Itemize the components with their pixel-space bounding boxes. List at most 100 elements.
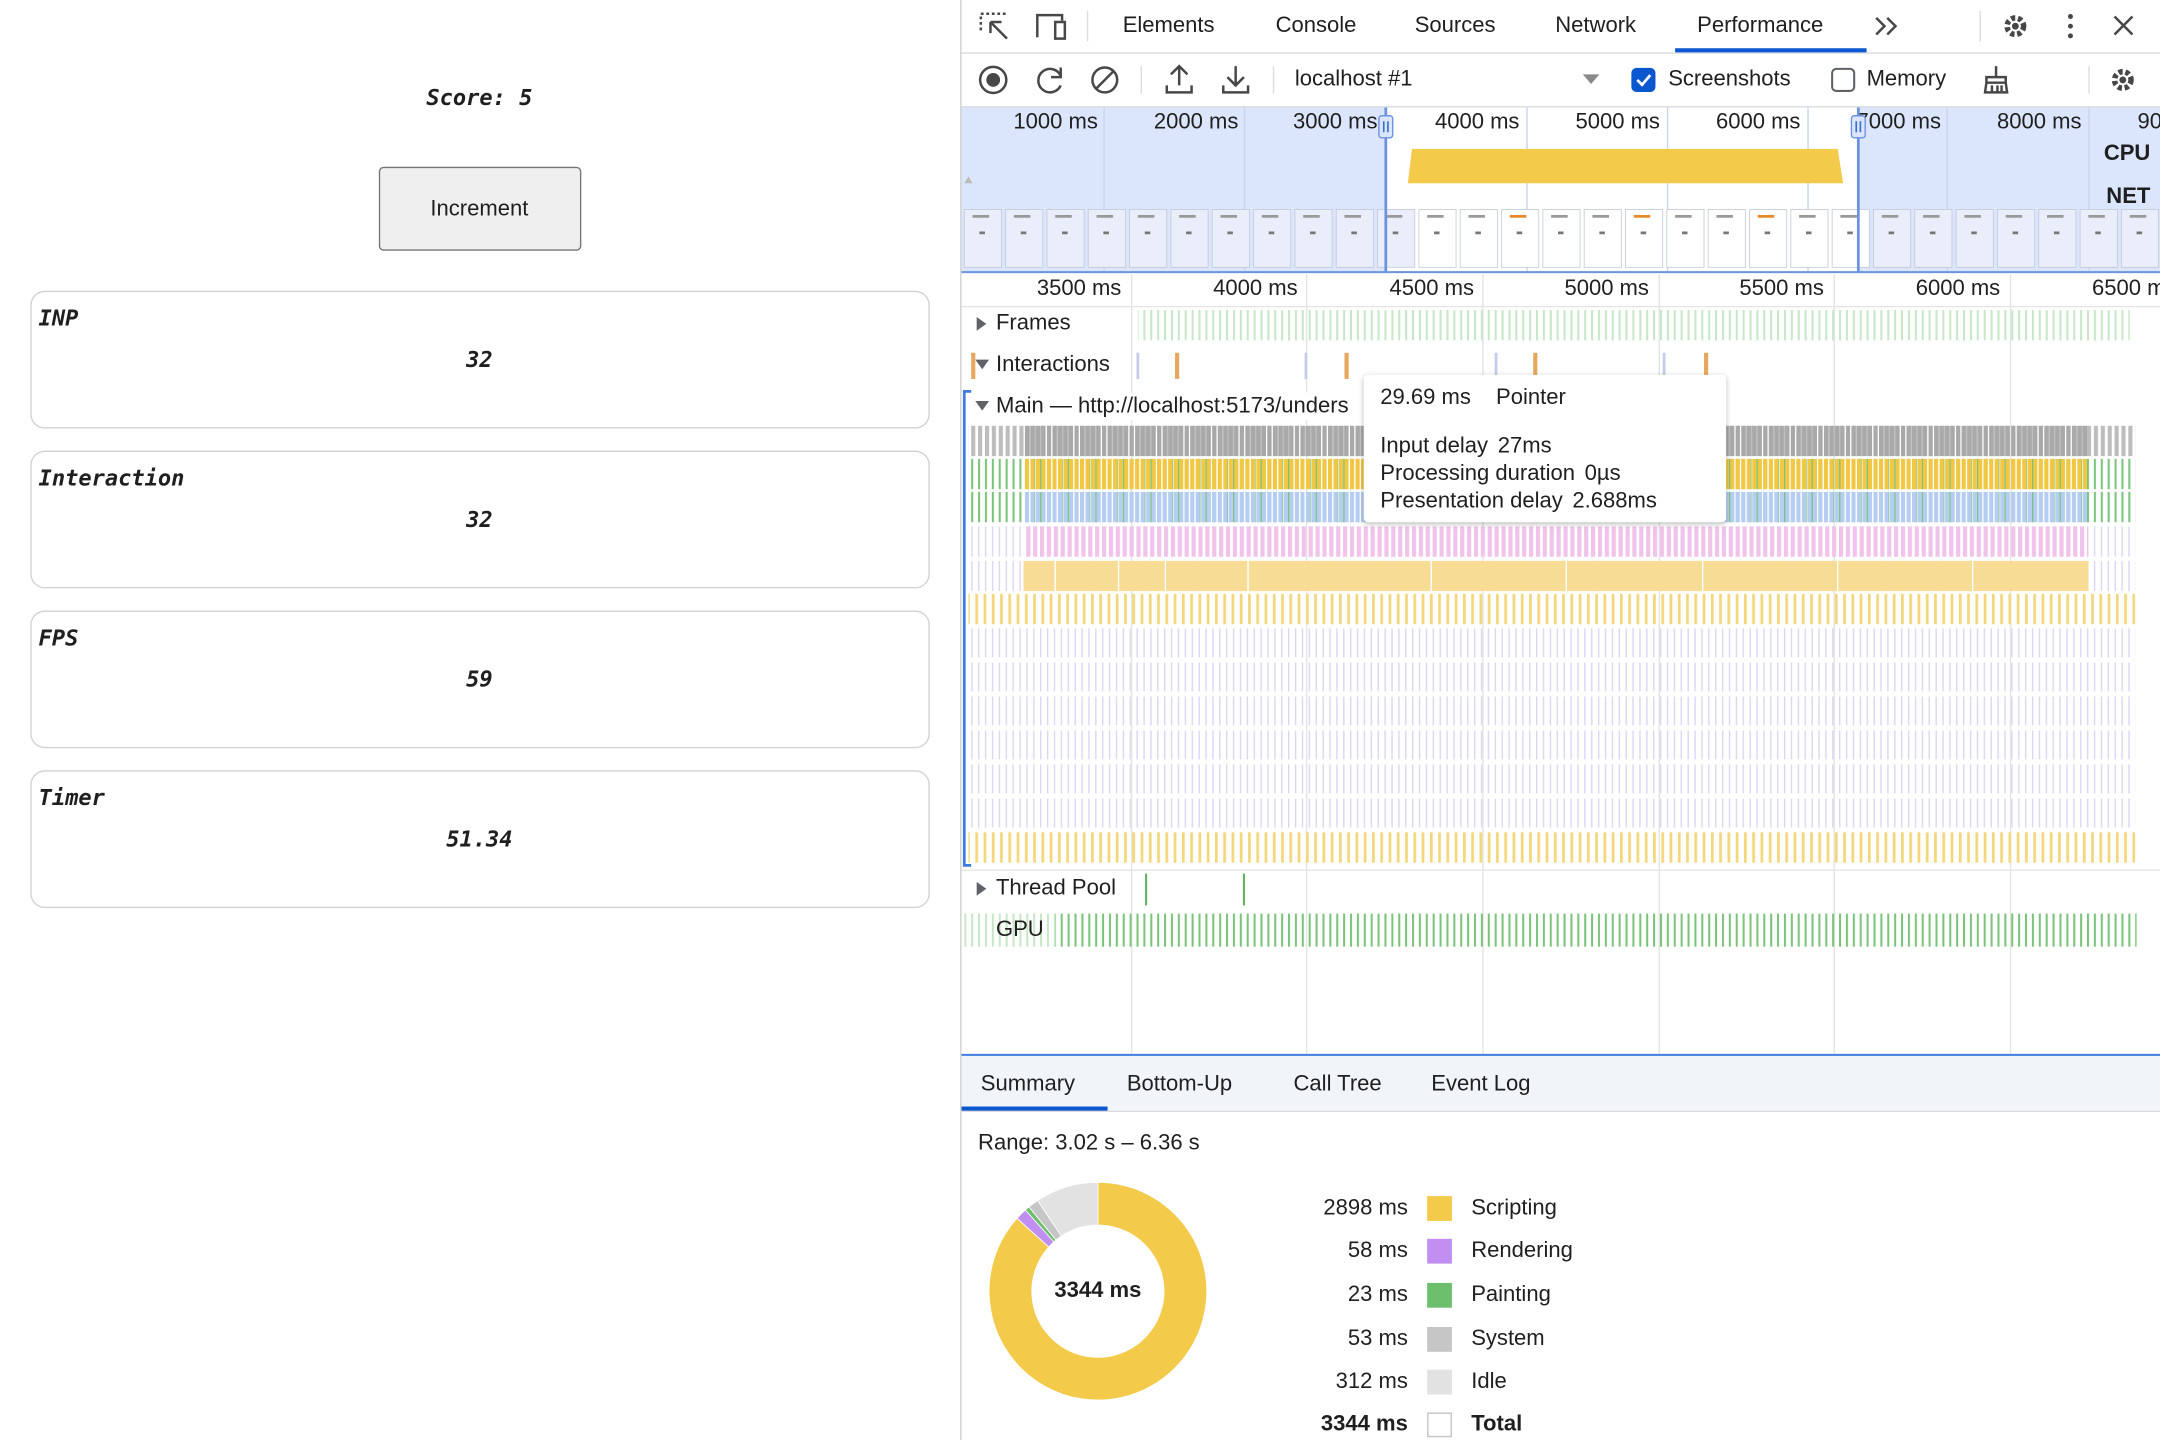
screenshot-thumbnail <box>1418 209 1457 268</box>
active-tab-underline <box>961 1106 1108 1111</box>
expand-arrow[interactable] <box>975 359 990 370</box>
thumbnail-text <box>1964 214 1981 218</box>
selection-handle[interactable] <box>1850 115 1866 139</box>
legend-time: 58 ms <box>1348 1237 1408 1262</box>
thumbnail-text <box>1427 214 1444 218</box>
thumbnail-text <box>1137 214 1155 218</box>
interaction-mark <box>1175 352 1180 379</box>
metric-card <box>30 610 930 749</box>
device-icon <box>1036 13 1067 40</box>
thumbnail-text <box>1013 214 1031 218</box>
legend-time: 312 ms <box>1336 1368 1408 1393</box>
checkbox[interactable] <box>1831 67 1856 92</box>
gpu-track <box>1055 913 2137 947</box>
legend-label: Scripting <box>1471 1194 1557 1219</box>
devtools-tab[interactable]: Network <box>1555 12 1637 37</box>
metric-label: INP <box>39 307 80 332</box>
close-icon <box>2113 15 2134 36</box>
tooltip-row-label: Processing duration <box>1380 460 1575 485</box>
bottom-tab[interactable]: Call Tree <box>1294 1070 1382 1095</box>
track-label[interactable]: Main — http://localhost:5173/unders <box>996 392 1349 417</box>
devtools-tab[interactable]: Performance <box>1697 12 1823 37</box>
legend-time: 53 ms <box>1348 1325 1408 1350</box>
ruler-tick-label: 5000 ms <box>1564 275 1648 300</box>
thumbnail-text <box>1764 231 1771 235</box>
flame-row <box>968 832 2136 863</box>
metric-value: 59 <box>466 668 493 693</box>
thumbnail-text <box>1640 231 1647 235</box>
legend-label: System <box>1471 1325 1544 1350</box>
score: Score: 5 <box>426 86 532 111</box>
tooltip <box>1363 374 1727 523</box>
thumbnail-text <box>1923 214 1940 218</box>
thumbnail-text <box>1062 231 1068 235</box>
track-label[interactable]: Thread Pool <box>996 875 1116 900</box>
target-select[interactable]: localhost #1 <box>1295 66 1413 91</box>
tooltip-row-label: Input delay <box>1380 432 1488 457</box>
screenshot-thumbnail <box>1335 209 1374 268</box>
thumbnail-text <box>1881 214 1899 218</box>
screenshot-thumbnail <box>1707 209 1746 268</box>
thumbnail-text <box>1971 231 1977 235</box>
settings-icon[interactable] <box>2004 15 2027 38</box>
thumbnail-text <box>1351 231 1357 235</box>
donut-total: 3344 ms <box>1054 1277 1141 1302</box>
screenshot-thumbnail <box>1087 209 1126 268</box>
button-label[interactable]: Increment <box>430 195 528 220</box>
legend-label: Painting <box>1471 1281 1551 1306</box>
capture-settings[interactable] <box>2111 68 2134 91</box>
handle-grip <box>1382 121 1389 133</box>
devtools-tab[interactable]: Elements <box>1123 12 1215 37</box>
thumbnail-text <box>1840 214 1857 218</box>
upload-button <box>1165 64 1193 94</box>
screenshot-thumbnail <box>1790 209 1829 268</box>
main-track-bracket <box>962 389 972 867</box>
expand-arrow[interactable] <box>975 400 990 411</box>
ruler-tick-label: 4500 ms <box>1389 275 1473 300</box>
thumbnail-text <box>1392 231 1399 235</box>
bottom-tab[interactable]: Bottom-Up <box>1127 1070 1232 1095</box>
screenshot-thumbnail <box>1873 209 1912 268</box>
screenshot-thumbnail <box>1542 209 1581 268</box>
checkbox-label[interactable]: Memory <box>1867 66 1947 91</box>
track-label[interactable]: Interactions <box>996 351 1110 376</box>
legend-swatch <box>1427 1196 1452 1221</box>
bottom-tab[interactable]: Summary <box>981 1070 1075 1095</box>
devtools-tab[interactable]: Sources <box>1415 12 1496 37</box>
screenshot-thumbnail <box>1749 209 1788 268</box>
cpu-label: CPU <box>2104 140 2151 165</box>
record-button[interactable] <box>978 65 1008 95</box>
settings-icon-hole <box>2011 22 2019 30</box>
track-label[interactable]: Frames <box>996 310 1071 335</box>
thumbnail-text <box>1096 214 1114 218</box>
bottom-tabbar <box>961 1055 2160 1111</box>
expand-arrow[interactable] <box>976 316 987 331</box>
menu-dot <box>2067 14 2073 20</box>
screenshot-thumbnail <box>1005 209 1044 268</box>
interaction-mark <box>1533 352 1538 379</box>
gpu-track-faint <box>964 913 1056 947</box>
checkbox-label[interactable]: Screenshots <box>1668 66 1790 91</box>
thumbnail-text <box>1592 214 1609 218</box>
interaction-mark <box>1136 352 1140 379</box>
legend-time: 2898 ms <box>1323 1194 1407 1219</box>
thumbnail-text <box>1468 214 1485 218</box>
expand-arrow[interactable] <box>976 881 987 896</box>
overview-tick-label: 5000 ms <box>1575 108 1659 133</box>
thumbnail-text <box>1805 231 1812 235</box>
bottom-tab[interactable]: Event Log <box>1431 1070 1530 1095</box>
devtools-tab[interactable]: Console <box>1276 12 1357 37</box>
tooltip-row-value: 2.688ms <box>1572 487 1656 512</box>
cpu-activity <box>1407 148 1844 184</box>
clear-button[interactable] <box>1091 66 1119 94</box>
checkbox[interactable] <box>1631 67 1656 92</box>
tooltip-row-value: 27ms <box>1498 432 1552 457</box>
legend-swatch <box>1427 1282 1452 1308</box>
increment-button[interactable] <box>378 166 582 251</box>
screenshot-thumbnail <box>963 209 1002 268</box>
thumbnail-text <box>1675 214 1692 218</box>
gc-button <box>1983 66 2009 94</box>
thumbnail-text <box>2088 214 2105 218</box>
selection-handle[interactable] <box>1378 115 1394 139</box>
flame-row <box>1023 526 2089 557</box>
